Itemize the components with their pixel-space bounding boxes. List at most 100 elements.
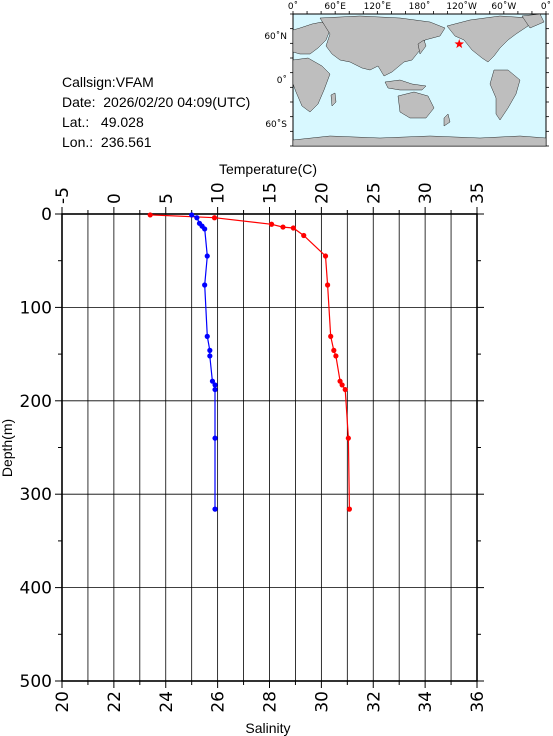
temperature-data-point <box>301 232 307 239</box>
temperature-data-point <box>328 333 334 339</box>
map-lon-label: 60˚E <box>324 1 346 12</box>
temperature-tick-label: 20 <box>312 182 332 204</box>
map-lat-label: 0˚ <box>277 75 287 86</box>
land-indonesia <box>384 79 427 91</box>
temperature-data-point <box>290 225 296 231</box>
map-labels: 0˚ 60˚E 120˚E 180˚ 120˚W 60˚W 0˚ 60˚N 0˚ 60˚S <box>264 1 551 130</box>
land-japan <box>417 39 427 55</box>
temperature-tick-label: 35 <box>468 182 488 204</box>
salinity-tick-label: 20 <box>53 691 73 713</box>
temperature-data-point <box>339 382 345 388</box>
temperature-data-point <box>280 224 286 230</box>
land-greenland <box>521 13 545 29</box>
station-info: Callsign:VFAM Date: 2026/02/20 04:09(UTC… <box>62 72 250 152</box>
chart-frame <box>55 207 484 688</box>
salinity-tick-label: 24 <box>157 691 177 713</box>
salinity-data-point <box>202 282 208 288</box>
salinity-axis-title: Salinity <box>245 720 290 736</box>
callsign-line: Callsign:VFAM <box>62 72 250 92</box>
land-antarctica <box>292 135 547 147</box>
map-lon-label: 0˚ <box>541 1 551 12</box>
salinity-data-point <box>212 435 218 441</box>
temperature-data-point <box>322 253 329 259</box>
star-icon <box>454 39 464 49</box>
temperature-data-point <box>333 353 339 359</box>
salinity-data-point <box>212 506 218 512</box>
lat-line: Lat.: 49.028 <box>62 112 250 132</box>
temperature-data-point <box>346 506 352 512</box>
temperature-tick-label: 30 <box>416 182 436 204</box>
date-value: 2026/02/20 04:09(UTC) <box>103 94 251 110</box>
salinity-tick-label: 30 <box>312 691 332 713</box>
land-africa <box>292 57 331 113</box>
temperature-tick-label: 25 <box>364 182 384 204</box>
y-tick-label: 500 <box>20 672 52 692</box>
callsign-label: Callsign: <box>62 74 116 90</box>
map-frame-ticks <box>290 11 549 147</box>
lat-value: 49.028 <box>100 114 144 130</box>
temperature-tick-label: 5 <box>157 193 177 204</box>
y-tick-label: 300 <box>20 485 52 505</box>
lon-label: Lon.: <box>62 134 94 150</box>
temperature-data-point <box>342 386 348 393</box>
map-lat-label: 60˚N <box>264 31 287 42</box>
lat-label: Lat.: <box>62 114 90 130</box>
salinity-data-point <box>194 215 200 221</box>
chart-grid <box>62 214 477 681</box>
temperature-axis-title: Temperature(C) <box>219 161 317 177</box>
salinity-profile-line <box>191 214 216 510</box>
temperature-data-point <box>331 347 337 353</box>
salinity-tick-label: 28 <box>261 691 281 713</box>
map-lon-label: 120˚E <box>364 1 392 12</box>
salinity-tick-label: 26 <box>209 691 229 713</box>
land-north-america <box>446 15 531 63</box>
land-asia <box>319 15 446 77</box>
salinity-data-point <box>207 353 213 359</box>
map-lat-label: 60˚S <box>265 119 287 130</box>
salinity-data-point <box>209 378 216 384</box>
y-tick-label: 400 <box>20 579 52 599</box>
chart-series <box>147 212 352 512</box>
temperature-tick-label: 10 <box>209 182 229 204</box>
map-lon-label: 0˚ <box>288 1 298 12</box>
map-lon-label: 180˚ <box>409 1 431 12</box>
map-lon-label: 120˚W <box>446 1 477 12</box>
temperature-data-point <box>147 212 153 218</box>
salinity-data-point <box>189 212 195 218</box>
date-label: Date: <box>62 94 96 110</box>
y-tick-label: 0 <box>41 205 52 225</box>
temperature-data-point <box>325 282 331 288</box>
salinity-tick-label: 32 <box>364 691 384 713</box>
salinity-data-point <box>212 386 218 393</box>
station-marker <box>454 39 464 49</box>
salinity-tick-label: 34 <box>416 691 436 713</box>
land-south-america <box>489 69 521 121</box>
map-lon-label: 60˚W <box>491 1 516 12</box>
salinity-tick-label: 22 <box>105 691 125 713</box>
salinity-data-point <box>204 333 210 339</box>
temperature-tick-label: -5 <box>53 187 73 204</box>
y-tick-label: 200 <box>20 392 52 412</box>
y-tick-label: 100 <box>20 298 52 318</box>
salinity-data-point <box>202 226 208 232</box>
temperature-tick-label: 0 <box>105 193 125 204</box>
temperature-data-point <box>268 221 275 227</box>
depth-axis-title: Depth(m) <box>0 419 15 477</box>
salinity-tick-label: 36 <box>468 691 488 713</box>
lon-value: 236.561 <box>100 134 152 150</box>
temperature-data-point <box>211 215 218 221</box>
land-madagascar <box>330 92 337 107</box>
lon-line: Lon.: 236.561 <box>62 132 250 152</box>
salinity-data-point <box>207 347 213 353</box>
date-line: Date: 2026/02/20 04:09(UTC) <box>62 92 250 112</box>
callsign-value: VFAM <box>115 74 154 90</box>
salinity-data-point <box>204 253 210 259</box>
world-map: 0˚ 60˚E 120˚E 180˚ 120˚W 60˚W 0˚ 60˚N 0˚ 60˚S <box>264 1 551 147</box>
salinity-data-point <box>212 382 218 388</box>
temperature-data-point <box>345 435 351 441</box>
temperature-tick-label: 15 <box>261 182 281 204</box>
land-new-zealand <box>443 113 451 127</box>
map-land <box>292 13 547 147</box>
